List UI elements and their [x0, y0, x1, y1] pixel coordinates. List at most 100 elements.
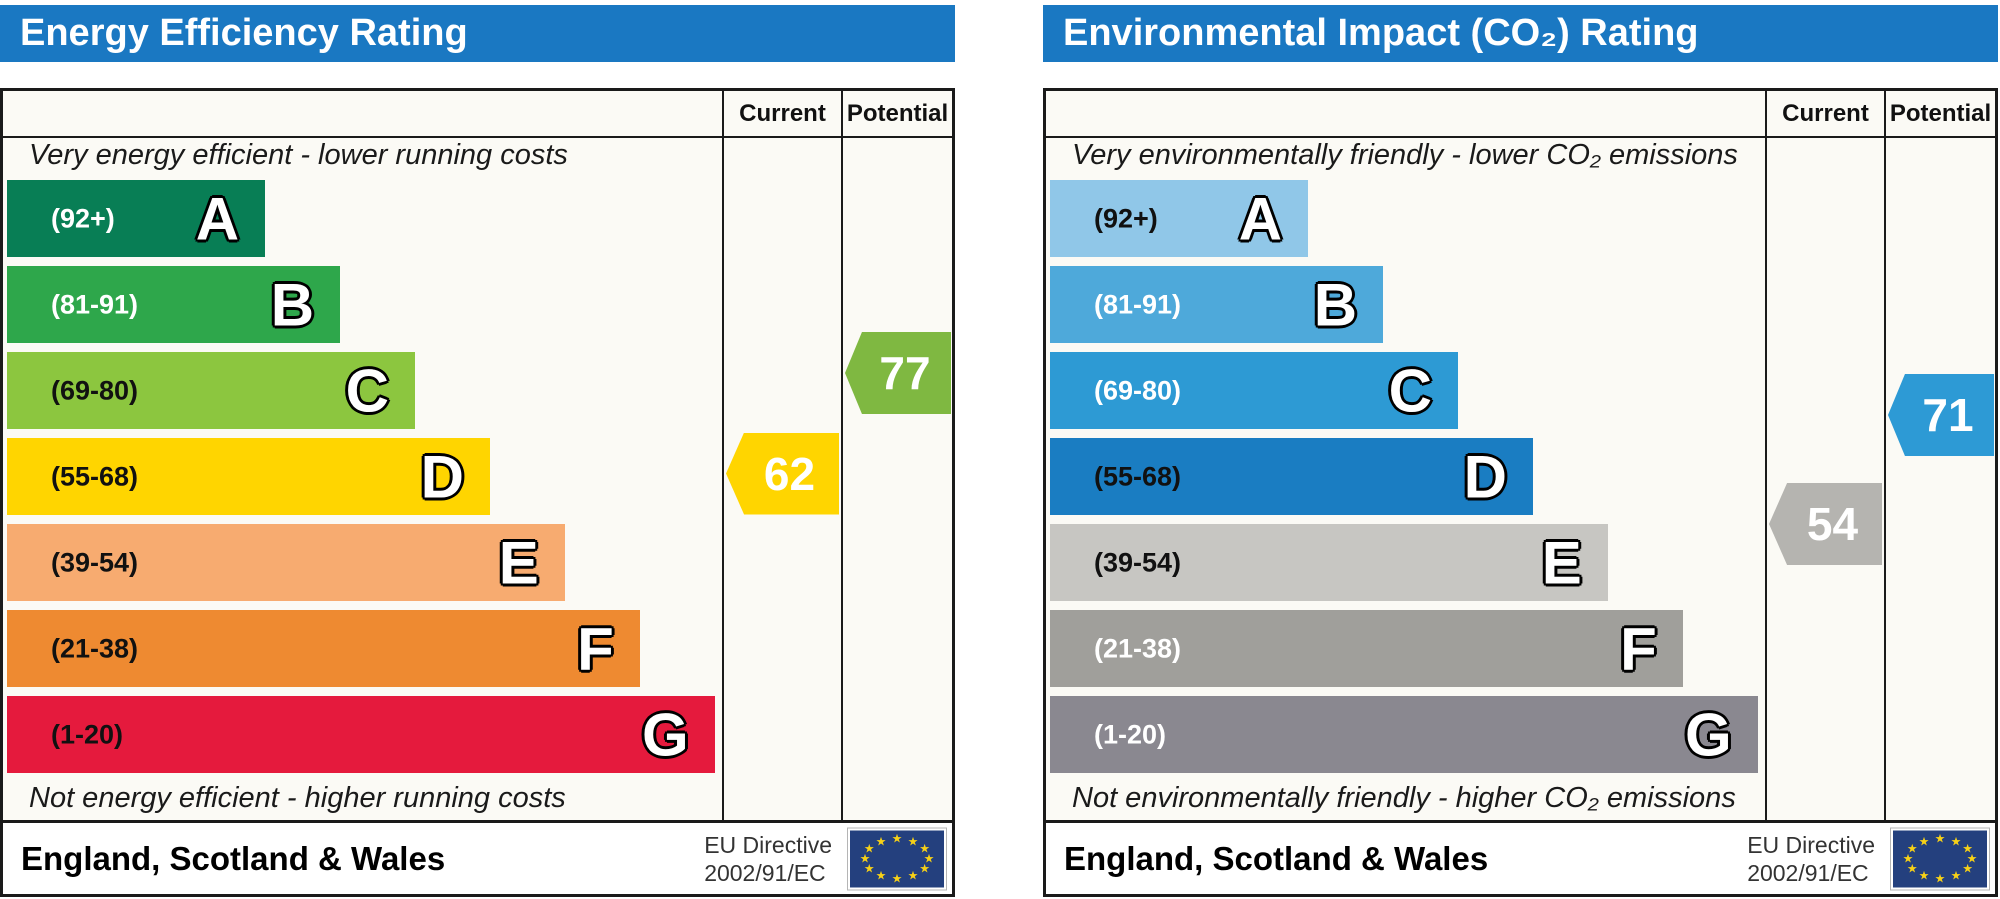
eu-flag-star: ★ — [1902, 851, 1914, 866]
region-label: England, Scotland & Wales — [21, 839, 446, 877]
eu-flag-star: ★ — [1918, 834, 1930, 849]
eu-flag-star: ★ — [1962, 861, 1974, 876]
band-letter: F — [1620, 615, 1657, 682]
current-rating-value: 62 — [763, 447, 816, 500]
region-label: England, Scotland & Wales — [1064, 839, 1489, 877]
band-F: (21-38) F — [1050, 610, 1683, 687]
band-B: (81-91) B — [1050, 266, 1384, 343]
panel-title-bar: Environmental Impact (CO₂) Rating — [1043, 5, 1998, 62]
band-letter: D — [420, 443, 464, 510]
band-letter: C — [1388, 357, 1432, 424]
band-A: (92+) A — [1050, 180, 1309, 257]
column-divider — [722, 91, 724, 820]
eu-flag-star: ★ — [1918, 868, 1930, 883]
band-B: (81-91) B — [7, 266, 341, 343]
header-row-divider — [1046, 136, 1995, 138]
top-caption: Very energy efficient - lower running co… — [29, 139, 568, 171]
band-letter: F — [577, 615, 614, 682]
band-range-label: (69-80) — [51, 375, 139, 405]
eu-flag-star: ★ — [863, 861, 875, 876]
eu-flag-star: ★ — [859, 851, 871, 866]
potential-rating-marker: 77 — [845, 332, 951, 414]
panel-footer: England, Scotland & Wales EU Directive 2… — [0, 820, 955, 897]
column-divider — [1765, 91, 1767, 820]
eu-flag-star: ★ — [1906, 861, 1918, 876]
current-rating-marker: 62 — [726, 432, 839, 515]
band-range-label: (39-54) — [1094, 547, 1182, 577]
column-divider — [841, 91, 843, 820]
band-range-label: (39-54) — [51, 547, 139, 577]
current-column-header: Current — [1782, 100, 1869, 127]
energy-efficiency-panel: Energy Efficiency Rating Current Potenti… — [0, 0, 957, 899]
bottom-caption: Not environmentally friendly - higher CO… — [1072, 782, 1736, 814]
page-title: Environmental Impact (CO₂) Rating — [1063, 12, 1699, 54]
band-letter: C — [345, 357, 389, 424]
band-E: (39-54) E — [7, 524, 565, 601]
eu-flag-stars: ★ ★ ★ ★ ★ ★ ★ ★ ★ ★ ★ ★ — [850, 830, 944, 887]
eu-flag-star: ★ — [1906, 841, 1918, 856]
band-letter: A — [1238, 185, 1283, 252]
eu-flag-star: ★ — [923, 851, 935, 866]
eu-flag-star: ★ — [875, 834, 887, 849]
eu-flag-star: ★ — [1962, 841, 1974, 856]
band-letter: G — [642, 701, 689, 768]
band-D: (55-68) D — [1050, 438, 1533, 515]
band-F: (21-38) F — [7, 610, 640, 687]
band-range-label: (55-68) — [1094, 461, 1182, 491]
band-C: (69-80) C — [1050, 352, 1458, 429]
eu-flag-star: ★ — [1950, 834, 1962, 849]
panel-title-bar: Energy Efficiency Rating — [0, 5, 955, 62]
band-range-label: (81-91) — [51, 289, 139, 319]
band-E: (39-54) E — [1050, 524, 1608, 601]
band-range-label: (92+) — [51, 203, 115, 233]
current-column-header: Current — [739, 100, 826, 127]
eu-flag-star: ★ — [891, 871, 903, 886]
potential-column-header: Potential — [846, 100, 949, 127]
band-letter: B — [270, 271, 315, 338]
eu-flag-icon: ★ ★ ★ ★ ★ ★ ★ ★ ★ ★ ★ ★ — [1890, 827, 1990, 890]
potential-rating-value: 71 — [1922, 389, 1974, 441]
column-divider — [1884, 91, 1886, 820]
eu-flag-star: ★ — [919, 861, 931, 876]
bottom-caption: Not energy efficient - higher running co… — [29, 782, 566, 814]
eu-directive-line2: 2002/91/EC — [1747, 859, 1869, 886]
band-range-label: (21-38) — [1094, 633, 1182, 663]
band-letter: D — [1463, 443, 1507, 510]
band-range-label: (55-68) — [51, 461, 139, 491]
eu-directive-line1: EU Directive — [1747, 831, 1875, 858]
panel-footer: England, Scotland & Wales EU Directive 2… — [1043, 820, 1998, 897]
band-range-label: (21-38) — [51, 633, 139, 663]
potential-rating-value: 77 — [879, 347, 931, 399]
eu-flag-icon: ★ ★ ★ ★ ★ ★ ★ ★ ★ ★ ★ ★ — [847, 827, 947, 890]
band-G: (1-20) G — [1050, 696, 1758, 773]
eu-flag-star: ★ — [863, 841, 875, 856]
eu-flag-star: ★ — [1934, 831, 1946, 846]
band-letter: E — [1541, 529, 1582, 596]
band-range-label: (81-91) — [1094, 289, 1182, 319]
band-D: (55-68) D — [7, 438, 490, 515]
eu-directive-line2: 2002/91/EC — [704, 859, 826, 886]
eu-flag-star: ★ — [907, 834, 919, 849]
band-letter: B — [1313, 271, 1358, 338]
potential-column-header: Potential — [1889, 100, 1992, 127]
band-range-label: (1-20) — [1094, 719, 1167, 749]
eu-flag-star: ★ — [875, 868, 887, 883]
current-rating-marker: 54 — [1769, 483, 1882, 565]
eu-flag-star: ★ — [907, 868, 919, 883]
eu-directive-label: EU Directive 2002/91/EC — [1747, 831, 1875, 887]
eu-flag-star: ★ — [1966, 851, 1978, 866]
eu-flag-star: ★ — [1950, 868, 1962, 883]
environmental-impact-panel: Environmental Impact (CO₂) Rating Curren… — [1043, 0, 2000, 899]
page-title: Energy Efficiency Rating — [20, 12, 468, 54]
band-letter: A — [195, 185, 240, 252]
rating-bands: (92+) A (81-91) B (69-80) C (55-68) D (39-54) E (2… — [7, 180, 722, 776]
band-letter: E — [498, 529, 539, 596]
band-letter: G — [1685, 701, 1732, 768]
band-A: (92+) A — [7, 180, 266, 257]
rating-bands: (92+) A (81-91) B (69-80) C (55-68) D (39-54) E (2… — [1050, 180, 1765, 776]
eu-directive-label: EU Directive 2002/91/EC — [704, 831, 832, 887]
eu-directive-line1: EU Directive — [704, 831, 832, 858]
band-G: (1-20) G — [7, 696, 715, 773]
current-rating-value: 54 — [1806, 498, 1859, 550]
